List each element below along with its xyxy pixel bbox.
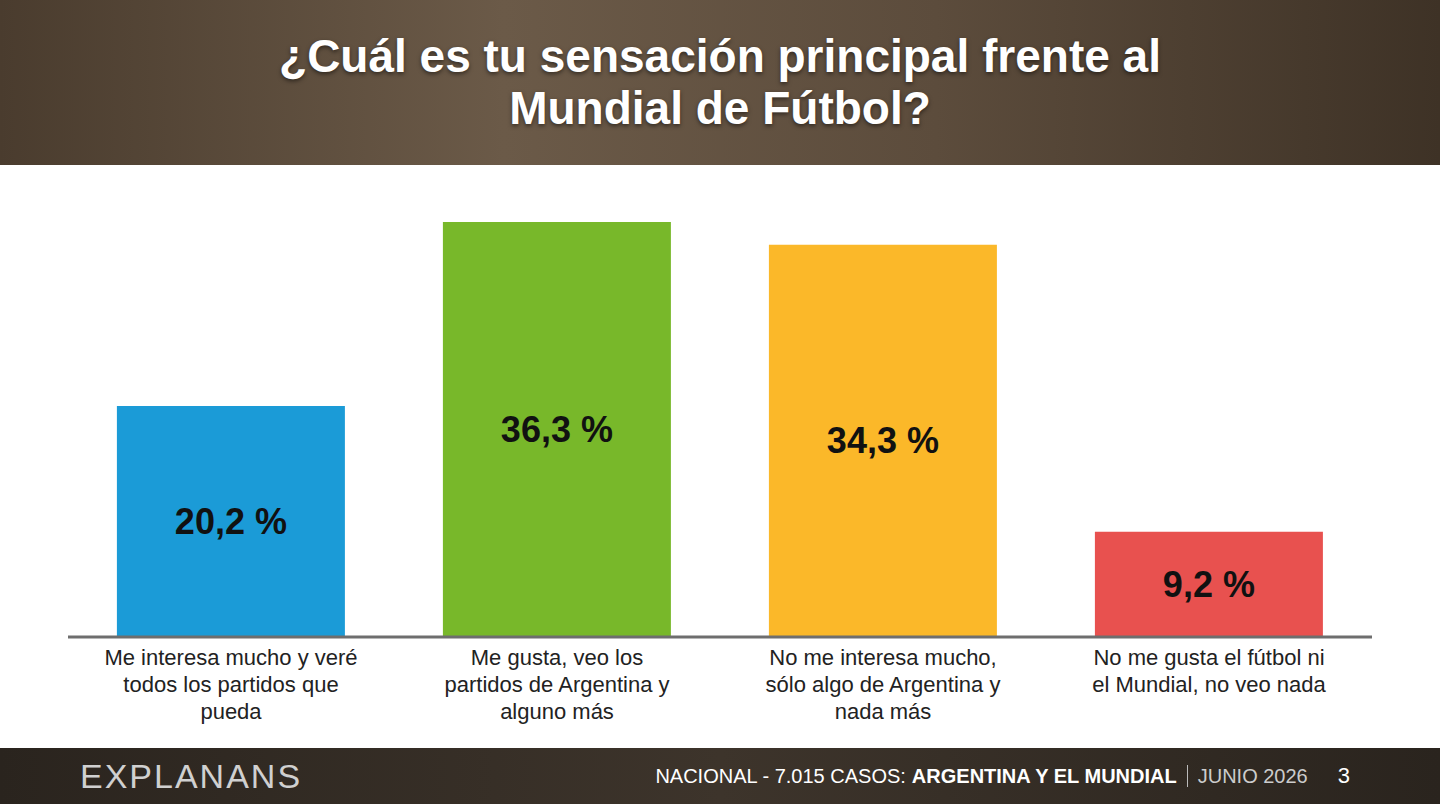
svg-text:No me gusta el fútbol niel Mun: No me gusta el fútbol niel Mundial, no v… bbox=[1092, 645, 1326, 697]
html-text:JUNIO 2026: JUNIO 2026 bbox=[1197, 764, 1308, 787]
svg-text:20,2 %: 20,2 % bbox=[175, 501, 287, 542]
html-text:¿Cuál es tu sensación principa: ¿Cuál es tu sensación principal frente a… bbox=[279, 30, 1161, 134]
svg-text:9,2 %: 9,2 % bbox=[1163, 564, 1255, 605]
svg-text:Me gusta, veo lospartidos de A: Me gusta, veo lospartidos de Argentina y… bbox=[444, 645, 669, 724]
svg-text:Me interesa mucho y verétodos: Me interesa mucho y verétodos los partid… bbox=[104, 645, 357, 724]
html-text:EXPLANANS: EXPLANANS bbox=[80, 756, 303, 795]
html-text:3: 3 bbox=[1337, 763, 1350, 788]
html-text:NACIONAL - 7.015 CASOS: ARGENT: NACIONAL - 7.015 CASOS: ARGENTINA Y EL M… bbox=[655, 764, 1177, 787]
svg-text:No me interesa mucho,sólo algo: No me interesa mucho,sólo algo de Argent… bbox=[766, 645, 1001, 724]
svg-text:34,3 %: 34,3 % bbox=[827, 420, 939, 461]
svg-text:36,3 %: 36,3 % bbox=[501, 409, 613, 450]
